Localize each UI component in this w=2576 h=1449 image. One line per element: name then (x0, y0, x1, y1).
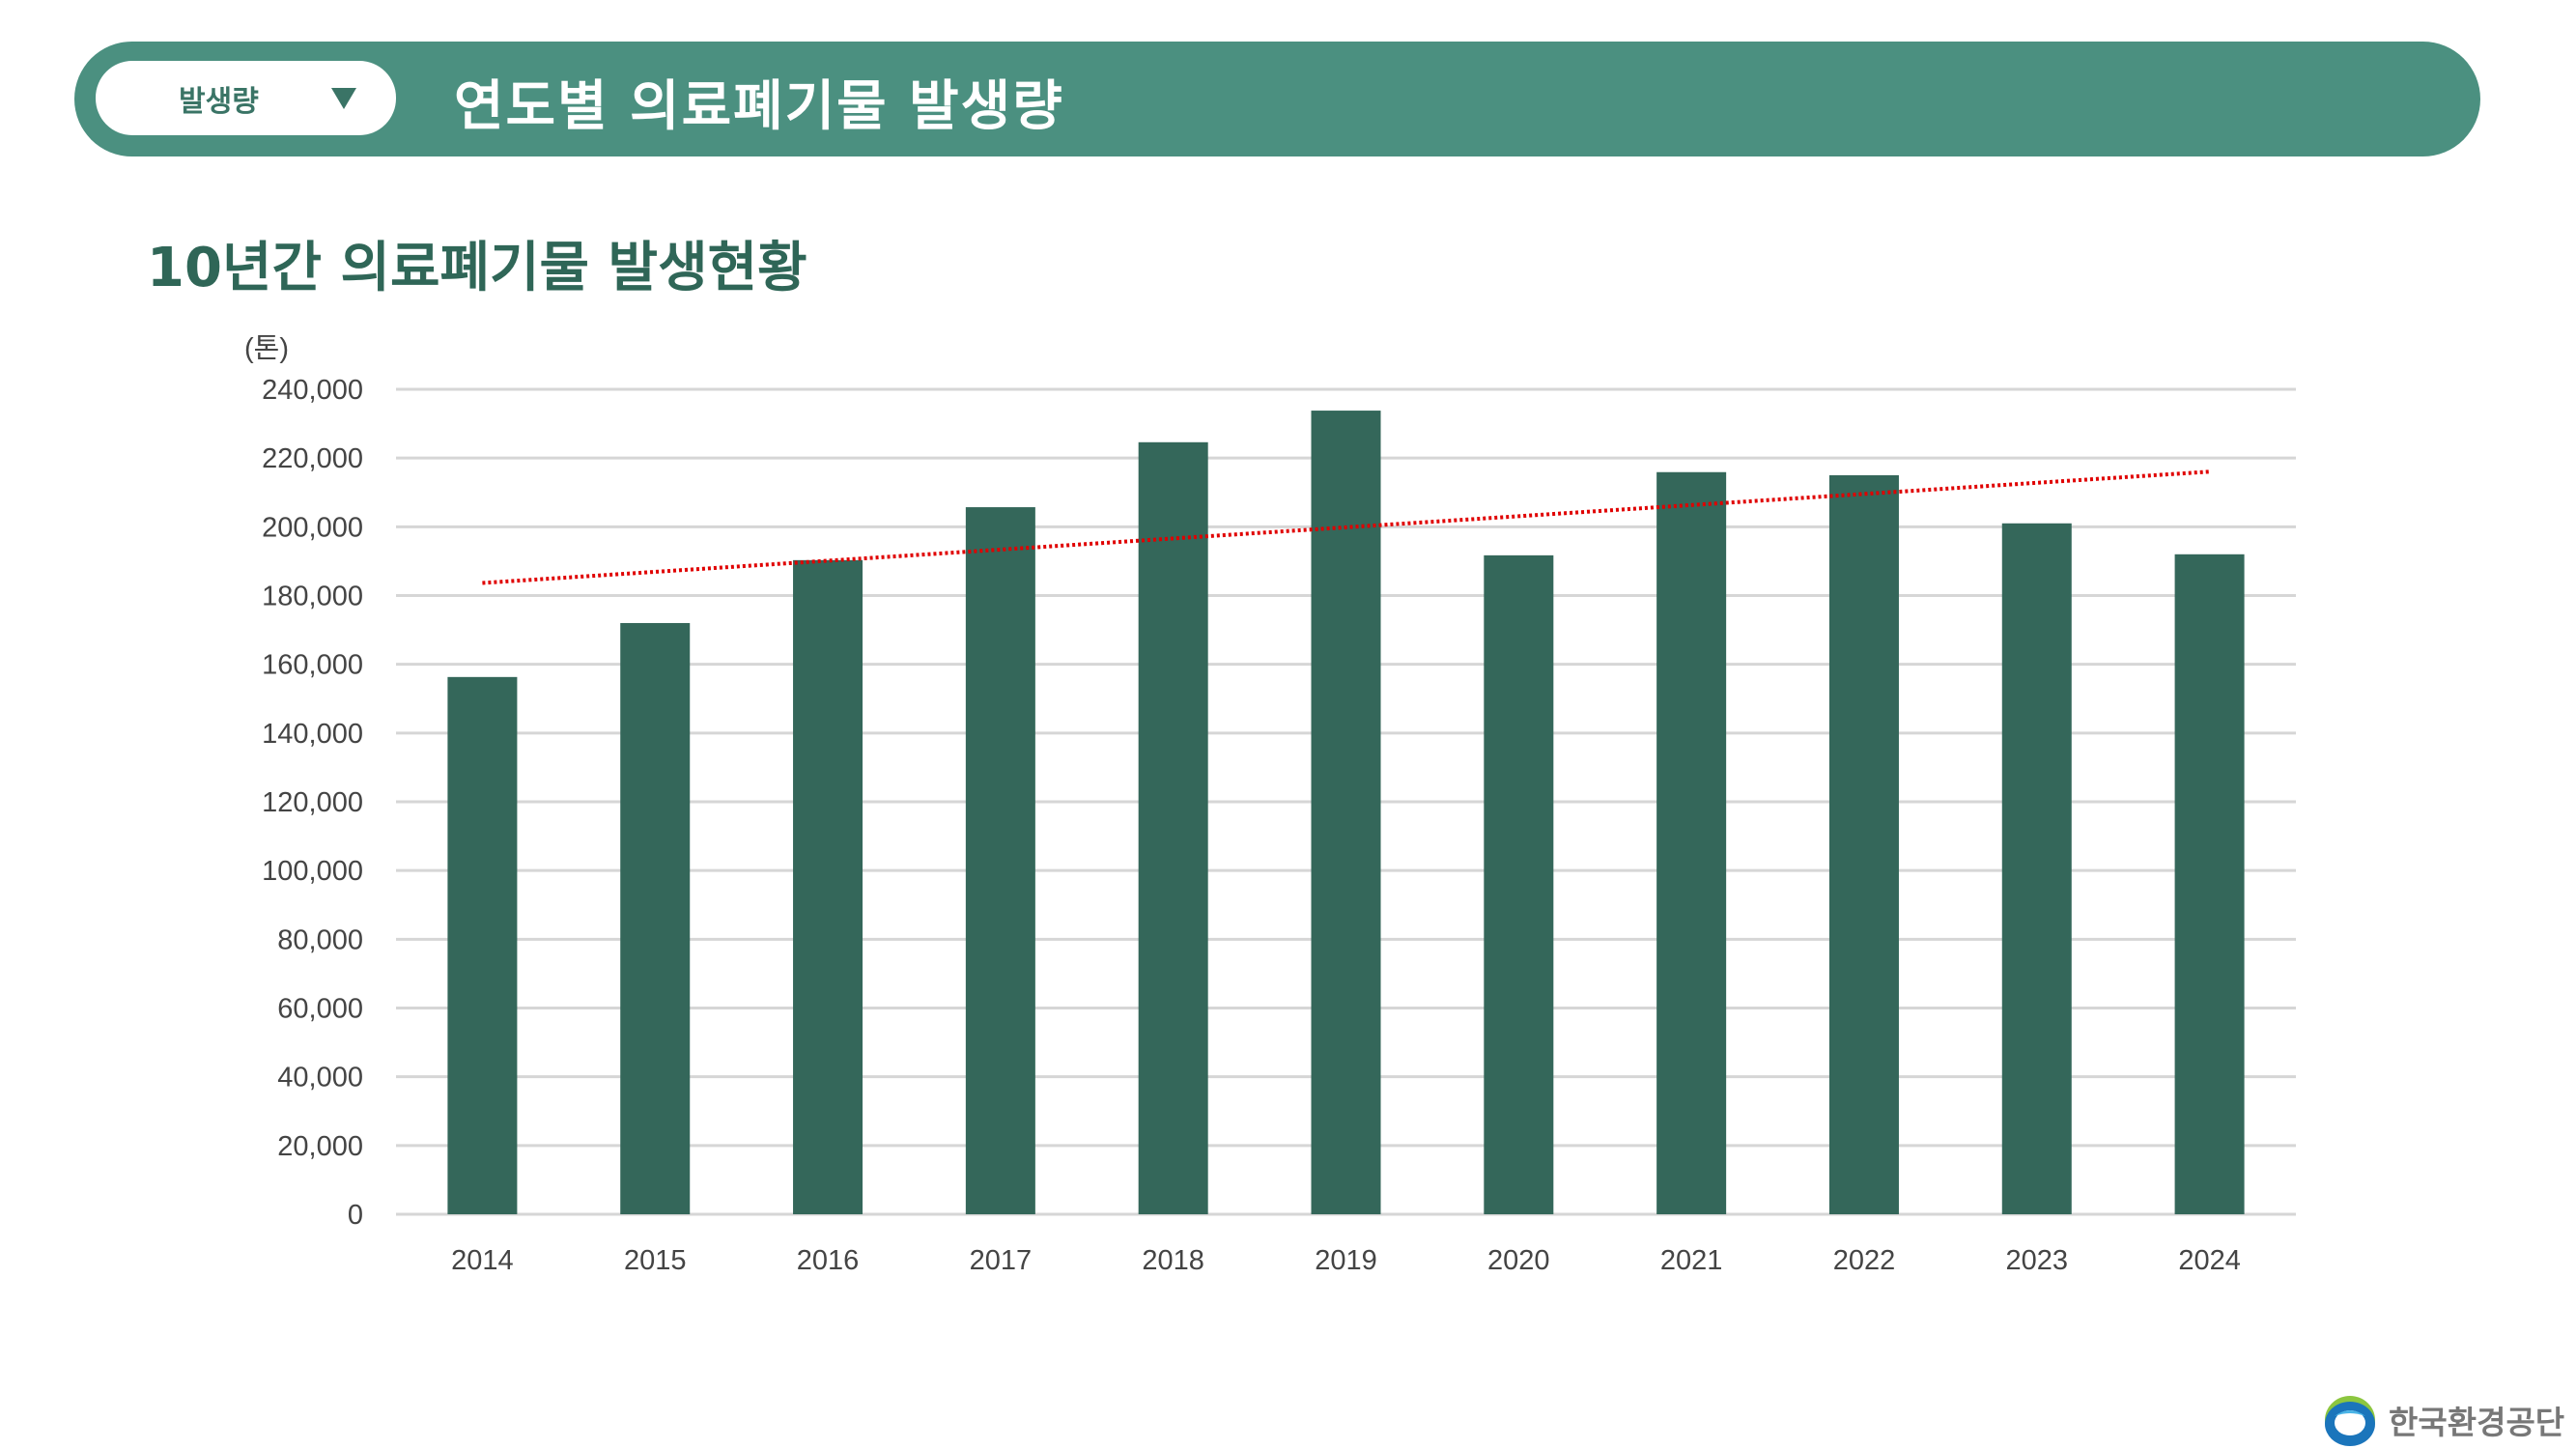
bar-2015 (620, 622, 691, 1214)
bar-2022 (1828, 474, 1899, 1214)
x-tick-label: 2024 (2178, 1245, 2241, 1276)
logo: 한국환경공단 (2321, 1391, 2564, 1449)
y-tick-label: 120,000 (262, 787, 363, 818)
bar-2018 (1138, 441, 1208, 1214)
bar-2023 (2001, 523, 2072, 1214)
x-tick-label: 2021 (1660, 1245, 1723, 1276)
x-tick-label: 2020 (1487, 1245, 1550, 1276)
bar-2019 (1311, 411, 1381, 1215)
page-title: 연도별 의료폐기물 발생량 (454, 75, 1064, 138)
x-tick-label: 2016 (797, 1245, 860, 1276)
bar-2014 (447, 676, 518, 1214)
bar-2017 (965, 507, 1035, 1214)
y-tick-label: 80,000 (277, 924, 363, 955)
logo-text: 한국환경공단 (2389, 1404, 2565, 1441)
x-tick-label: 2014 (451, 1245, 514, 1276)
bar-2016 (793, 559, 863, 1214)
logo-ring-icon (2325, 1396, 2375, 1446)
x-tick-label: 2015 (624, 1245, 687, 1276)
y-tick-label: 200,000 (262, 512, 363, 543)
y-tick-label: 60,000 (277, 994, 363, 1025)
triangle-down-icon (331, 88, 356, 109)
bar-2021 (1656, 471, 1727, 1214)
y-tick-label: 100,000 (262, 856, 363, 887)
x-tick-label: 2022 (1833, 1245, 1896, 1276)
x-tick-label: 2017 (970, 1245, 1033, 1276)
y-tick-label: 20,000 (277, 1131, 363, 1162)
x-tick-label: 2023 (2006, 1245, 2069, 1276)
dropdown-label: 발생량 (179, 84, 259, 119)
bar-2024 (2174, 554, 2245, 1214)
x-tick-label: 2018 (1142, 1245, 1204, 1276)
bar-2020 (1484, 554, 1554, 1214)
chart-title: 10년간 의료폐기물 발생현황 (147, 237, 807, 299)
y-tick-label: 0 (348, 1200, 363, 1231)
y-unit-label: (톤) (244, 333, 289, 364)
trendline (482, 469, 2210, 585)
y-tick-label: 40,000 (277, 1063, 363, 1094)
y-tick-label: 160,000 (262, 650, 363, 681)
y-tick-label: 240,000 (262, 375, 363, 406)
y-tick-label: 220,000 (262, 443, 363, 474)
header-bar: 발생량 연도별 의료폐기물 발생량 (74, 42, 2480, 156)
metric-dropdown[interactable]: 발생량 (96, 61, 396, 135)
y-tick-label: 180,000 (262, 582, 363, 612)
y-tick-label: 140,000 (262, 719, 363, 750)
x-tick-label: 2019 (1315, 1245, 1377, 1276)
